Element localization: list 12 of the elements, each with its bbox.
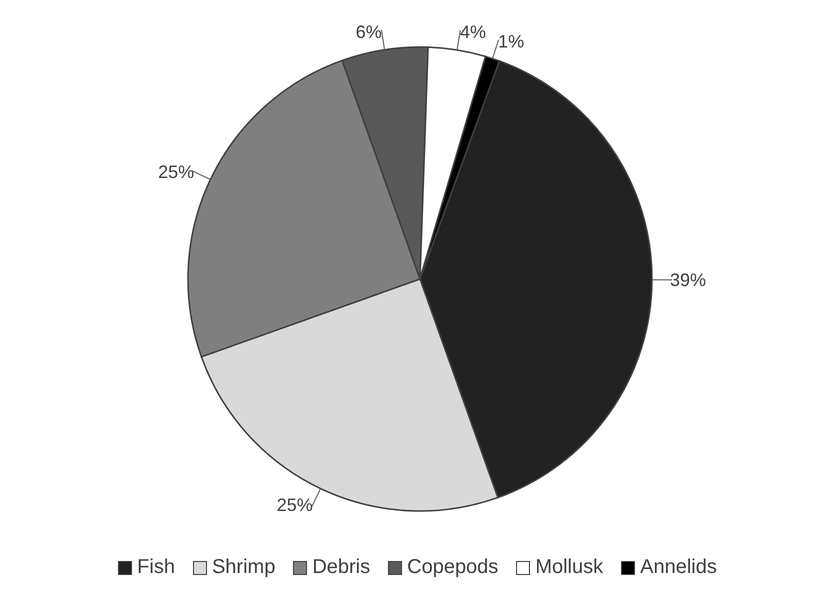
legend-label: Shrimp [212, 556, 276, 579]
data-label: 6% [356, 22, 382, 42]
data-label: 25% [158, 162, 194, 182]
data-label: 4% [460, 22, 486, 42]
legend-label: Mollusk [535, 556, 604, 579]
legend-label: Debris [312, 556, 370, 579]
data-label: 39% [670, 270, 706, 290]
legend-label: Copepods [407, 556, 498, 579]
legend-label: Fish [137, 556, 175, 579]
data-label: 1% [498, 32, 524, 52]
legend-label: Annelids [640, 556, 717, 579]
data-label: 25% [276, 494, 313, 515]
